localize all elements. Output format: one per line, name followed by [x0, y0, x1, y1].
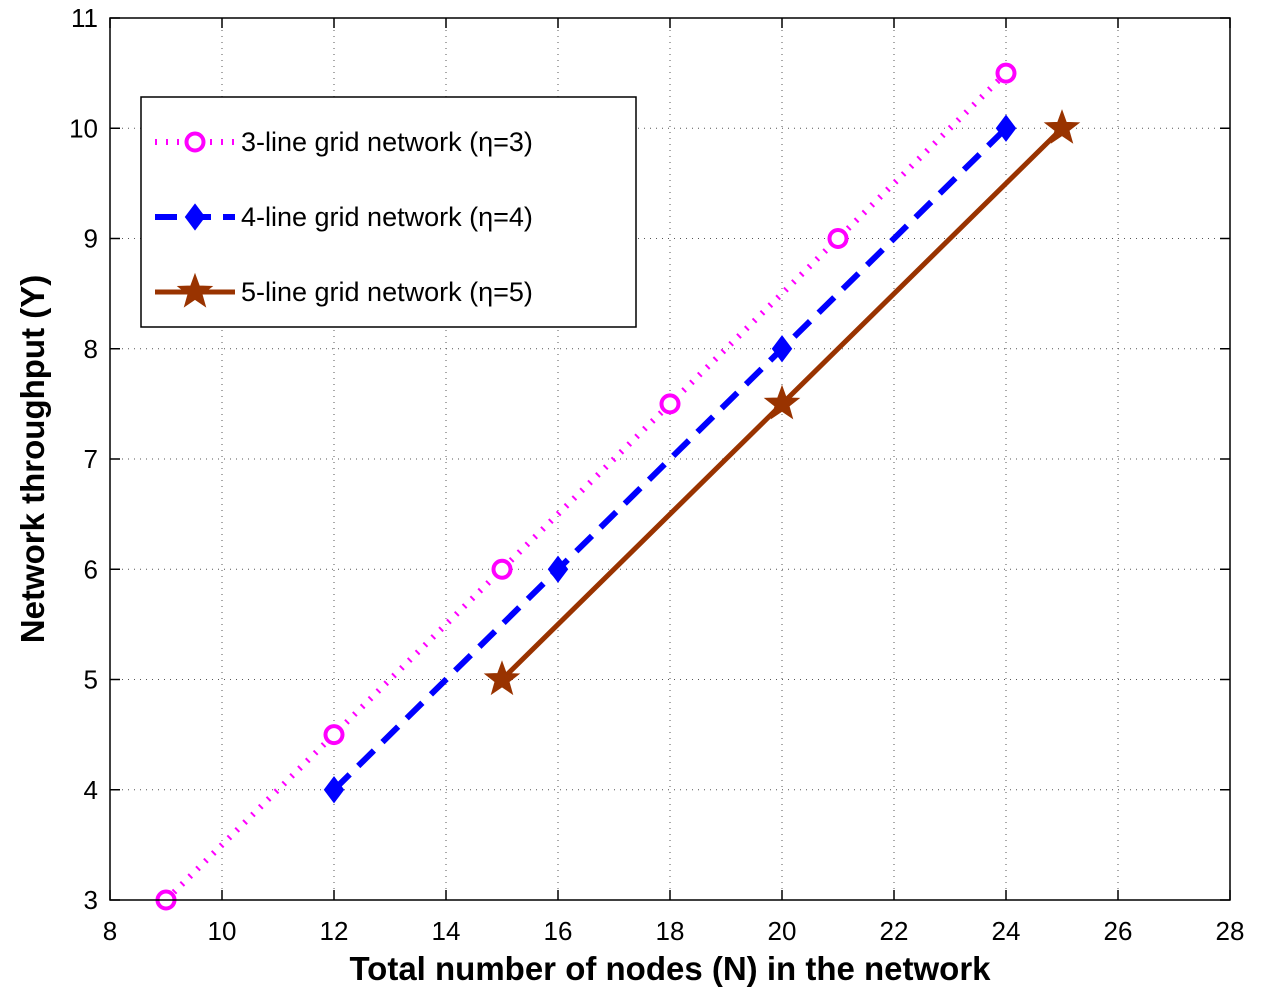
legend-item-1: 3-line grid network (η=3)	[155, 127, 533, 157]
legend-item-3: 5-line grid network (η=5)	[155, 272, 533, 308]
marker-circle	[491, 558, 513, 580]
legend-label: 5-line grid network (η=5)	[241, 277, 533, 307]
y-tick-label: 5	[84, 665, 98, 695]
series-line	[331, 126, 1009, 792]
x-tick-labels: 8 10 12 14 16 18 20 22 24 26 28	[103, 916, 1245, 946]
marker-star	[483, 660, 521, 696]
x-tick-label: 28	[1216, 916, 1245, 946]
legend-label: 4-line grid network (η=4)	[241, 202, 533, 232]
y-tick-label: 9	[84, 224, 98, 254]
y-tick-labels: 3 4 5 6 7 8 9 10 11	[69, 3, 98, 915]
marker-circle	[323, 724, 345, 746]
x-tick-label: 8	[103, 916, 117, 946]
y-tick-label: 7	[84, 444, 98, 474]
marker-circle	[659, 393, 681, 415]
marker-star	[176, 272, 214, 308]
marker-diamond	[184, 203, 206, 231]
y-tick-label: 6	[84, 554, 98, 584]
plot-frame	[109, 17, 1231, 901]
legend-item-2: 4-line grid network (η=4)	[155, 202, 533, 232]
x-tick-label: 26	[1104, 916, 1133, 946]
y-tick-label: 4	[84, 775, 98, 805]
marker-diamond	[323, 776, 345, 804]
y-tick-label: 3	[84, 885, 98, 915]
marker-circle	[184, 131, 206, 153]
y-axis-title: Network throughput (Y)	[14, 275, 51, 643]
legend-label: 3-line grid network (η=3)	[241, 127, 533, 157]
marker-diamond	[995, 114, 1017, 142]
x-tick-label: 24	[992, 916, 1021, 946]
x-tick-label: 18	[656, 916, 685, 946]
y-tick-label: 8	[84, 334, 98, 364]
series-1	[155, 62, 1017, 911]
x-tick-label: 20	[768, 916, 797, 946]
marker-circle	[827, 228, 849, 249]
x-tick-label: 10	[208, 916, 237, 946]
series-3	[483, 109, 1081, 696]
marker-circle	[995, 62, 1017, 84]
x-tick-label: 22	[880, 916, 909, 946]
x-axis-title: Total number of nodes (N) in the network	[349, 950, 991, 987]
marker-diamond	[771, 335, 793, 363]
series-2	[323, 114, 1017, 804]
y-tick-label: 10	[69, 113, 98, 143]
legend-box	[140, 96, 637, 328]
x-tick-label: 12	[320, 916, 349, 946]
marker-diamond	[547, 555, 569, 583]
marker-star	[1043, 109, 1081, 144]
x-tick-label: 14	[432, 916, 461, 946]
legend: 3-line grid network (η=3) 4-line grid net…	[140, 96, 637, 328]
marker-star	[763, 384, 801, 420]
series-group	[155, 62, 1081, 911]
y-tick-label: 11	[71, 3, 98, 33]
x-tick-label: 16	[544, 916, 573, 946]
